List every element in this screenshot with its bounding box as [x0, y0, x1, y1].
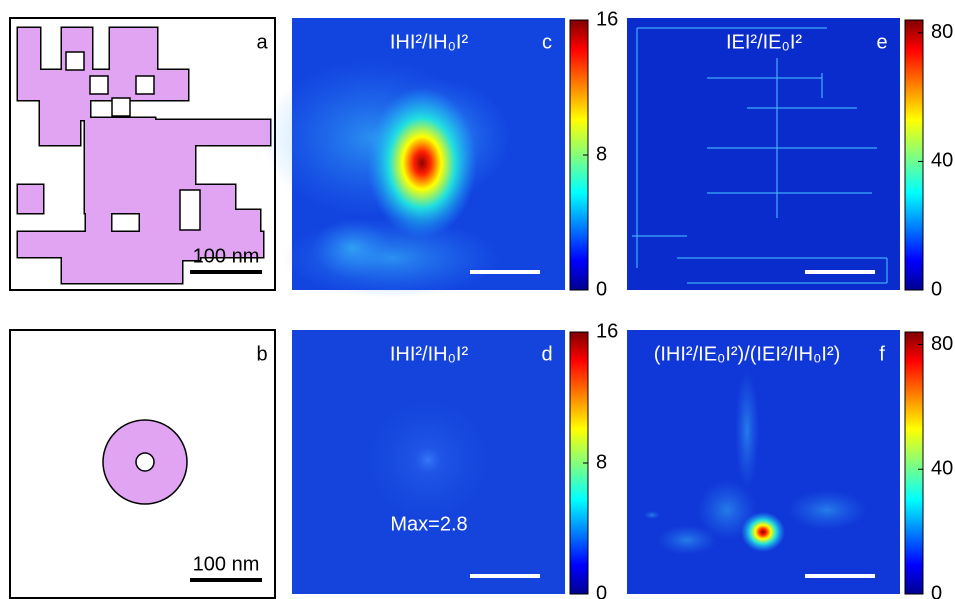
- colorbar-tick-label: 8: [596, 451, 607, 473]
- shape: [86, 210, 111, 235]
- scale-bar-label: 100 nm: [193, 245, 260, 267]
- panel-label: a: [256, 31, 268, 53]
- shape: [18, 232, 263, 257]
- map-bg: [627, 330, 900, 594]
- field-hotspot: [367, 88, 477, 238]
- panel-label: f: [879, 343, 885, 365]
- hole: [135, 75, 155, 95]
- colorbar: [904, 331, 924, 595]
- shape: [200, 210, 260, 235]
- hole: [179, 189, 201, 231]
- colorbar-tick-label: 0: [596, 278, 607, 300]
- shape: [62, 255, 182, 283]
- ring-hole: [135, 452, 155, 472]
- colorbar-tick-label: 40: [931, 150, 953, 172]
- annotation: Max=2.8: [390, 513, 467, 535]
- shape: [135, 28, 157, 88]
- shape: [157, 70, 187, 100]
- map-title: IEI²/IE₀I²: [726, 31, 802, 53]
- shape: [18, 185, 43, 213]
- map-title: IHI²/IH₀I²: [390, 31, 469, 53]
- panel-label: e: [876, 31, 887, 53]
- colorbar-tick-label: 0: [931, 278, 942, 300]
- field-hotspot: [741, 512, 785, 552]
- field-glow: [644, 511, 660, 519]
- colorbar-tick-label: 0: [931, 582, 942, 599]
- field-glow: [735, 370, 759, 490]
- shape: [40, 118, 80, 145]
- map-title: (IHI²/IE₀I²)/(IEI²/IH₀I²): [654, 343, 841, 365]
- colorbar-tick-label: 40: [931, 458, 953, 480]
- colorbar-tick-label: 16: [596, 8, 618, 30]
- panel-label: b: [256, 343, 267, 365]
- hole: [111, 97, 131, 117]
- field-glow: [312, 218, 392, 278]
- shape: [85, 188, 150, 213]
- hole: [89, 75, 109, 95]
- field-glow: [414, 446, 442, 474]
- panel-label: d: [541, 343, 552, 365]
- field-glow: [697, 480, 757, 540]
- colorbar-tick-label: 0: [596, 582, 607, 599]
- field-glow: [657, 525, 717, 555]
- shape: [40, 95, 90, 120]
- colorbar-tick-label: 16: [596, 320, 618, 342]
- colorbar: [904, 19, 924, 291]
- shape: [85, 140, 195, 190]
- colorbar-tick-label: 80: [931, 21, 953, 43]
- map-title: IHI²/IH₀I²: [390, 343, 469, 365]
- scale-bar-label: 100 nm: [193, 553, 260, 575]
- hole: [65, 51, 85, 71]
- field-glow: [787, 490, 867, 530]
- shape: [110, 28, 135, 100]
- panel-label: c: [542, 31, 552, 53]
- colorbar-tick-label: 8: [596, 143, 607, 165]
- map-bg: [627, 18, 900, 290]
- colorbar-tick-label: 80: [931, 333, 953, 355]
